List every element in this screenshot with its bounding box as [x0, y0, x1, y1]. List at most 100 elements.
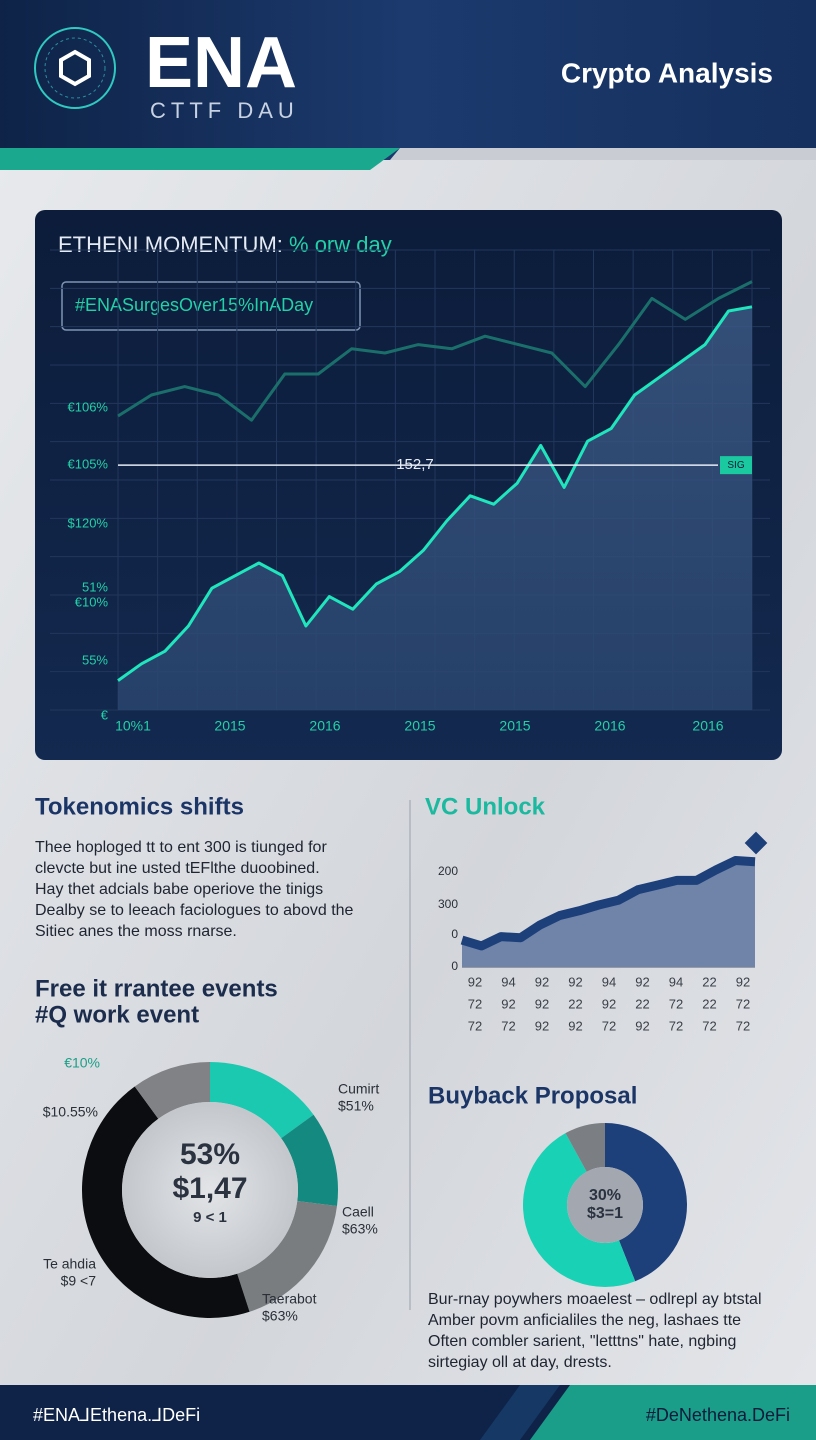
buyback-text: Bur-rnay poywhers moaelest – odlrepl ay …	[428, 1291, 762, 1371]
section-title: Tokenomics shifts	[35, 793, 244, 820]
paragraph-line: Sitiec anes the moss rnarse.	[35, 923, 237, 940]
reference-tag: SIG	[727, 460, 744, 471]
hashtag-box	[61, 281, 361, 331]
paragraph-line: Amber povm anficialiles the neg, lashaes…	[428, 1312, 741, 1329]
donut-slice	[134, 1062, 210, 1119]
donut-slice	[81, 1086, 250, 1319]
x-label: 92	[501, 996, 515, 1011]
paragraph-line: sirtegiay oll at day, drests.	[428, 1354, 612, 1371]
line	[117, 305, 753, 682]
callout: Cumirt	[338, 1081, 379, 1097]
logo-icon	[59, 49, 91, 87]
x-label: 22	[635, 996, 649, 1011]
x-label: 94	[669, 974, 683, 989]
logo-tagline: CTTF DAU	[150, 98, 299, 123]
tokenomics-text: Thee hoploged tt to ent 300 is tiunged f…	[35, 839, 354, 940]
callout: $63%	[262, 1308, 298, 1324]
area-fill	[118, 306, 752, 710]
x-label: 2016	[594, 718, 625, 734]
reference-label: 152,7	[396, 456, 434, 473]
y-label: €	[101, 707, 109, 722]
x-label: 72	[736, 996, 750, 1011]
x-label: 22	[568, 996, 582, 1011]
paragraph-line: clevcte but ine usted tEFlthe duoobined.	[35, 860, 320, 877]
y-label: €105%	[68, 456, 109, 471]
donut-slice	[237, 1201, 337, 1312]
x-label: 72	[602, 1018, 616, 1033]
x-label: 72	[736, 1018, 750, 1033]
reference-tag-box	[720, 456, 752, 475]
footer-stripe	[530, 1385, 816, 1440]
line	[117, 280, 753, 422]
logo-ring-inner	[44, 37, 106, 99]
pie-title-line: Buyback Proposal	[428, 1082, 637, 1109]
area-line	[460, 856, 756, 951]
x-label: 22	[702, 996, 716, 1011]
logo-ring	[34, 27, 116, 109]
y-label: €106%	[68, 399, 109, 414]
header-stripe-light	[390, 148, 816, 160]
donut-hole	[567, 1167, 643, 1243]
center-text: 53%	[180, 1138, 240, 1171]
x-label: 10%1	[115, 718, 151, 734]
pie-title-line: Free it rrantee events	[35, 975, 278, 1002]
paragraph-line: Often combler sarient, "letttns" hate, n…	[428, 1333, 736, 1350]
header-label: Crypto Analysis	[561, 57, 773, 88]
main-chart: €106% €105% $120% 51%€10% 55% €10%1 2015 2016 20…	[50, 249, 770, 734]
header-stripe	[0, 148, 400, 170]
paragraph-line: Hay thet adcials babe operiove the tinig…	[35, 881, 323, 898]
x-label: 92	[736, 974, 750, 989]
title-highlight: % orw day	[289, 232, 392, 257]
y-label: $120%	[68, 515, 109, 530]
paragraph-line: Dealby se to leeach faciologues to abovd…	[35, 902, 354, 919]
callout: Caell	[342, 1204, 374, 1220]
area-fill	[462, 860, 755, 967]
x-label: 2015	[404, 718, 435, 734]
donut-slice	[565, 1123, 605, 1172]
donut-hole	[122, 1102, 298, 1278]
x-label: 72	[468, 996, 482, 1011]
x-label: 94	[501, 974, 515, 989]
center-text: 9 < 1	[193, 1209, 227, 1226]
paragraph-line: Thee hoploged tt to ent 300 is tiunged f…	[35, 839, 327, 856]
x-label: 94	[602, 974, 616, 989]
center-text: $1,47	[172, 1172, 247, 1205]
title-main: ETHENI MOMENTUM:	[58, 232, 283, 257]
x-label: 2016	[309, 718, 340, 734]
callout: $63%	[342, 1221, 378, 1237]
donut-slice	[605, 1123, 687, 1282]
donut-slice	[281, 1114, 338, 1207]
y-label: 300	[438, 897, 458, 911]
callout: €10%	[64, 1055, 100, 1071]
center-text: $3=1	[587, 1205, 623, 1222]
y-label: 55%	[82, 652, 108, 667]
end-marker	[744, 831, 768, 855]
x-label: 2015	[499, 718, 530, 734]
x-label: 92	[635, 1018, 649, 1033]
callout: Te ahdia	[43, 1256, 96, 1272]
pie-title: Free it rrantee events#Q work event	[35, 975, 278, 1028]
header-band	[0, 0, 816, 160]
x-label: 92	[602, 996, 616, 1011]
y-label: 200	[438, 864, 458, 878]
center-text: 30%	[589, 1187, 621, 1204]
x-label: 72	[501, 1018, 515, 1033]
x-label: 72	[669, 996, 683, 1011]
callout: $10.55%	[43, 1104, 98, 1120]
x-label: 72	[468, 1018, 482, 1033]
x-label: 92	[568, 1018, 582, 1033]
x-label: 22	[702, 974, 716, 989]
x-label: 92	[568, 974, 582, 989]
donut-chart: 30%$3=1	[522, 1123, 687, 1288]
footer-left: #ENA⅃Ethena.⅃DeFi	[33, 1405, 200, 1425]
x-label: 72	[702, 1018, 716, 1033]
x-label: 92	[535, 996, 549, 1011]
logo-text: ENA	[145, 23, 297, 103]
vc-chart: 200 300 0 0 92 94 92 92 94 92 94 22 92 72 92 92 22 92 22 72…	[438, 831, 768, 1033]
section-title: VC Unlock	[425, 793, 546, 820]
callout: $51%	[338, 1098, 374, 1114]
y-label: 51%	[82, 579, 108, 594]
donut-slice	[210, 1062, 314, 1139]
y-label: 0	[451, 959, 458, 973]
